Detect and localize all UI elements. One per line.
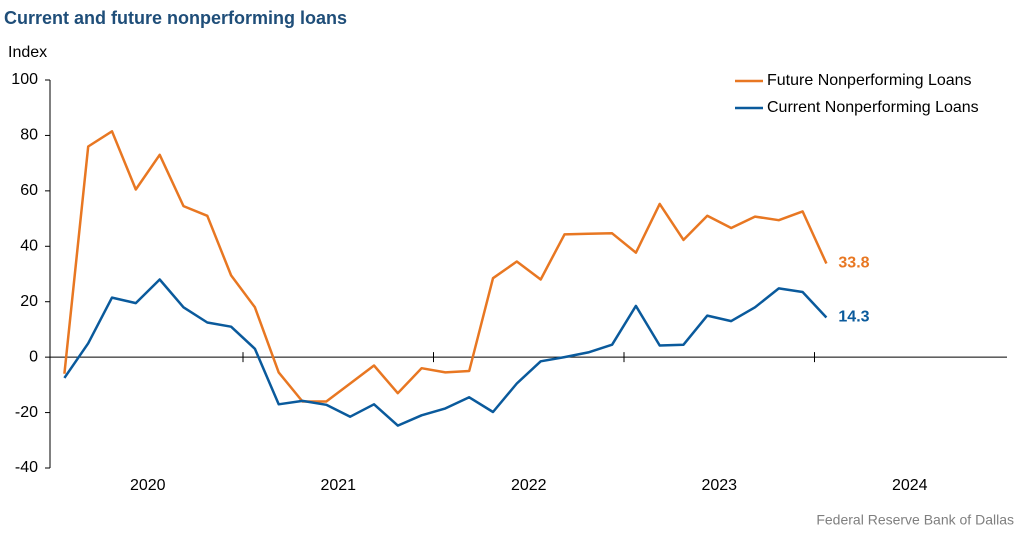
y-axis-label: Index — [8, 44, 47, 61]
y-tick-label: 60 — [20, 182, 38, 199]
source-note: Federal Reserve Bank of Dallas — [816, 512, 1014, 528]
legend-label: Future Nonperforming Loans — [767, 72, 972, 89]
x-tick-label: 2020 — [130, 477, 166, 494]
x-tick-label: 2024 — [892, 477, 928, 494]
end-value-label: 33.8 — [838, 255, 869, 272]
y-tick-label: 20 — [20, 293, 38, 310]
series-line — [63, 130, 828, 403]
chart-title: Current and future nonperforming loans — [4, 8, 347, 28]
legend-label: Current Nonperforming Loans — [767, 99, 979, 116]
y-tick-label: -40 — [15, 459, 38, 476]
x-tick-label: 2022 — [511, 477, 547, 494]
x-tick-label: 2023 — [701, 477, 737, 494]
y-tick-label: 0 — [29, 348, 38, 365]
y-tick-label: 100 — [11, 71, 38, 88]
y-tick-label: 40 — [20, 238, 38, 255]
end-value-label: 14.3 — [838, 309, 869, 326]
x-tick-label: 2021 — [320, 477, 356, 494]
y-tick-label: 80 — [20, 127, 38, 144]
y-tick-label: -20 — [15, 404, 38, 421]
series-line — [63, 278, 828, 427]
